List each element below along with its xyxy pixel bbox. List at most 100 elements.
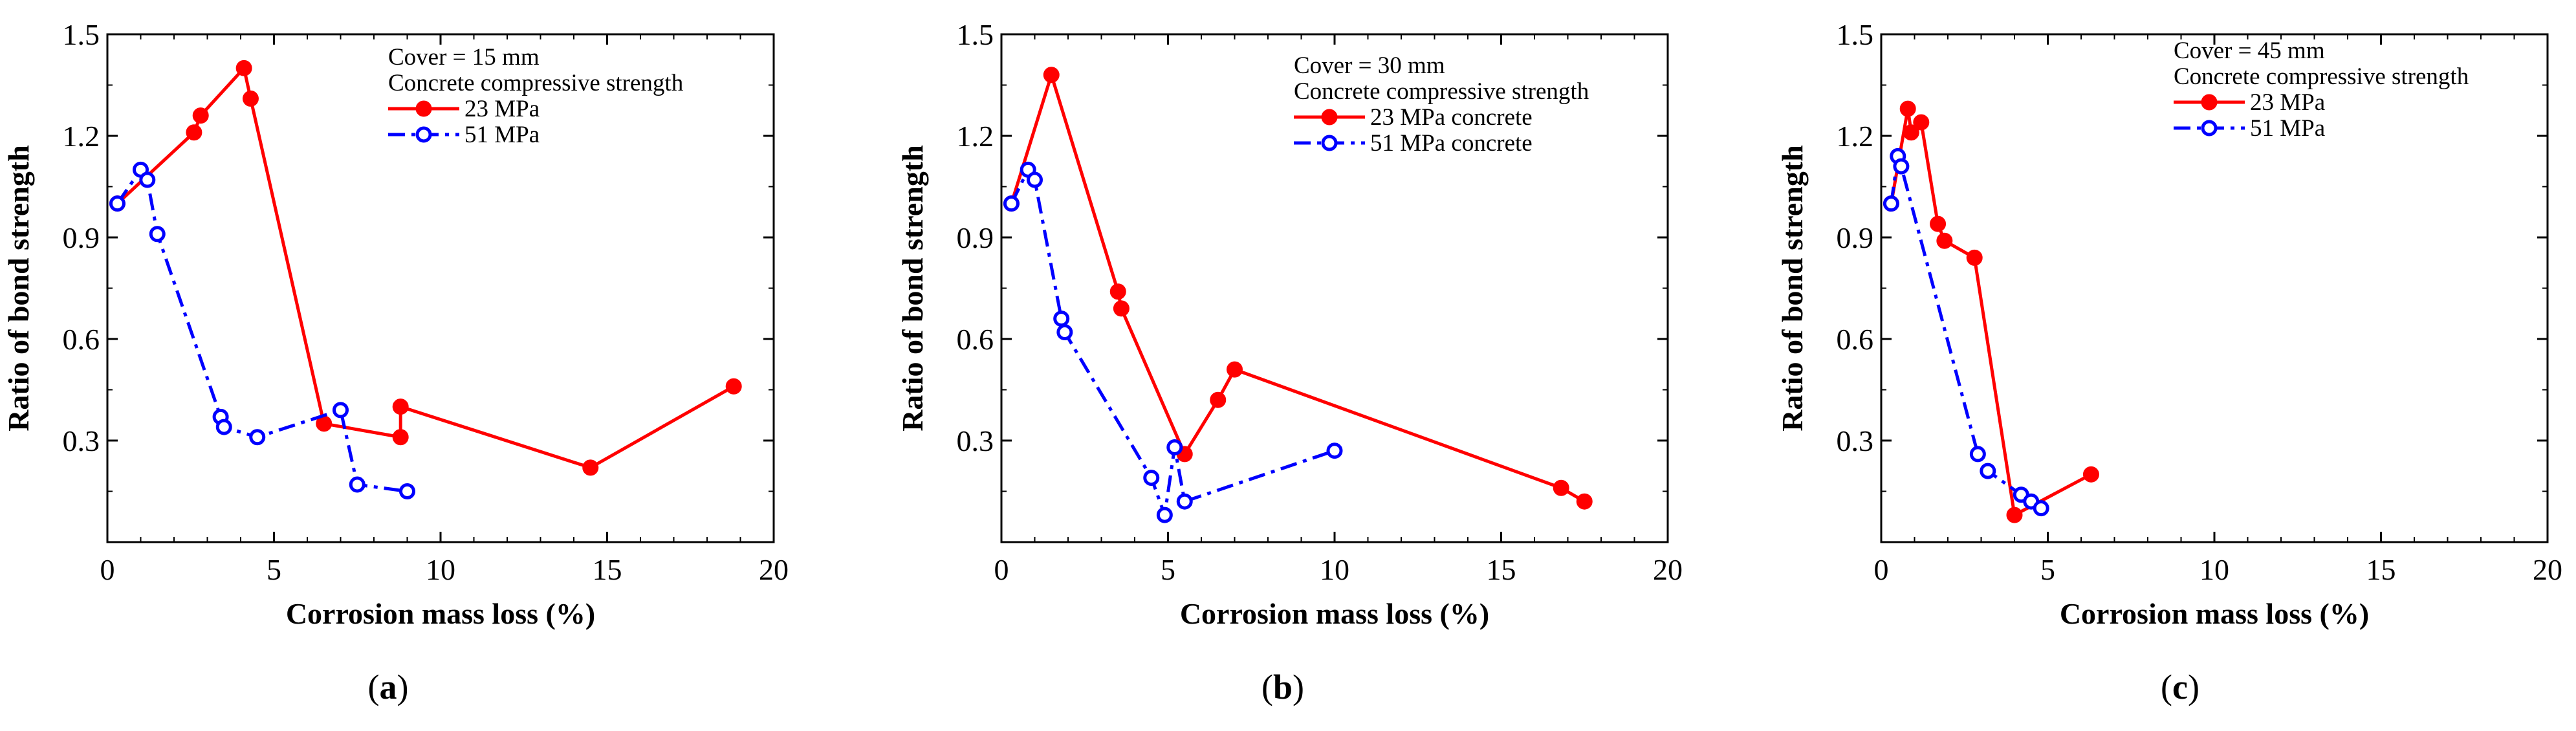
data-point [1980, 463, 1996, 479]
x-tick-label: 15 [593, 553, 622, 586]
legend-title-line: Concrete compressive strength [1294, 78, 1589, 105]
x-tick-label: 15 [2366, 553, 2396, 586]
x-axis-title: Corrosion mass loss (%) [2060, 597, 2369, 630]
y-tick-label: 1.5 [63, 18, 100, 51]
x-axis-title: Corrosion mass loss (%) [286, 597, 595, 630]
series-red [109, 60, 742, 476]
legend-marker [1321, 135, 1338, 151]
x-tick-label: 15 [1487, 553, 1516, 586]
x-axis-title: Corrosion mass loss (%) [1180, 597, 1489, 630]
legend-entry-label: 23 MPa [2250, 89, 2325, 116]
y-tick-label: 0.6 [1837, 323, 1874, 356]
x-tick-label: 5 [1161, 553, 1175, 586]
y-tick-label: 0.6 [957, 323, 994, 356]
plot-frame [1880, 33, 2549, 543]
y-tick-label: 0.6 [63, 323, 100, 356]
data-point [2006, 507, 2023, 523]
data-point [1056, 324, 1073, 341]
data-point [1899, 100, 1916, 117]
data-point [1893, 158, 1910, 175]
series-line [1889, 107, 2092, 517]
y-axis-title: Ratio of bond strength [896, 145, 929, 431]
series-blue [1883, 147, 2049, 517]
data-point [1176, 493, 1193, 510]
legend-entry-label: 51 MPa [2250, 115, 2325, 142]
data-point [139, 171, 156, 188]
x-tick-label: 10 [2199, 553, 2229, 586]
panel-label-letter: a [380, 668, 397, 706]
panel-label: (a) [368, 668, 409, 706]
legend-title-line: Concrete compressive strength [388, 70, 684, 96]
y-tick-label: 0.9 [1837, 221, 1874, 254]
panel-c: 0 5 10 15 20 0.3 0.6 0.9 1.2 1.5 Corrosion mass lo… [1776, 18, 2562, 706]
data-point [1210, 391, 1227, 408]
x-tick-label: 10 [426, 553, 455, 586]
data-point [1326, 442, 1343, 459]
y-tick-label: 1.5 [957, 18, 994, 51]
x-tick-label: 20 [1653, 553, 1683, 586]
legend-title-line: Cover = 30 mm [1294, 52, 1445, 79]
data-point [1156, 507, 1173, 523]
data-point [109, 195, 126, 212]
data-point [235, 60, 252, 76]
y-tick-label: 1.2 [957, 120, 994, 153]
panel-label: (b) [1261, 668, 1304, 706]
data-point [1903, 124, 1919, 141]
data-point [2033, 500, 2049, 517]
panel-a: 0 5 10 15 20 0.3 0.6 0.9 1.2 1.5 Corrosion mass lo… [2, 18, 789, 706]
y-axis-title: Ratio of bond strength [2, 145, 35, 431]
series-line [116, 66, 735, 470]
data-point [215, 419, 232, 435]
data-point [349, 476, 366, 493]
x-tick-label: 5 [2040, 553, 2055, 586]
data-point [392, 429, 409, 446]
data-point [1053, 311, 1070, 327]
data-point [1003, 195, 1020, 212]
x-tick-label: 20 [759, 553, 789, 586]
data-point [1913, 114, 1930, 131]
y-axis-title: Ratio of bond strength [1776, 145, 1809, 431]
data-point [1883, 195, 1899, 212]
data-point [1027, 171, 1043, 188]
data-point [1576, 493, 1593, 510]
data-point [1966, 249, 1983, 266]
x-tick-label: 20 [2533, 553, 2562, 586]
legend-marker [415, 100, 432, 117]
legend-title-line: Cover = 45 mm [2174, 38, 2325, 64]
x-tick-label: 10 [1320, 553, 1349, 586]
x-tick-label: 0 [100, 553, 115, 586]
data-point [1109, 283, 1126, 300]
plot-frame [1000, 33, 1669, 543]
y-tick-label: 0.3 [1837, 424, 1874, 457]
data-point [1113, 300, 1130, 317]
legend-marker [2201, 120, 2218, 136]
legend-marker [415, 126, 432, 143]
x-tick-label: 0 [1874, 553, 1889, 586]
y-tick-label: 1.2 [1837, 120, 1874, 153]
data-point [1936, 232, 1953, 249]
y-tick-label: 0.3 [957, 424, 994, 457]
data-point [399, 483, 415, 499]
data-point [582, 459, 599, 476]
data-point [316, 415, 333, 432]
series-red [1883, 100, 2099, 523]
series-line [1889, 154, 2042, 510]
data-point [333, 402, 349, 419]
data-point [1969, 446, 1986, 463]
y-tick-label: 0.3 [63, 424, 100, 457]
legend-title-line: Concrete compressive strength [2174, 63, 2469, 90]
legend-entry-label: 51 MPa concrete [1370, 130, 1533, 157]
data-point [242, 90, 259, 107]
legend-marker [1321, 109, 1338, 125]
series-blue [1003, 161, 1343, 523]
data-point [2082, 466, 2099, 483]
data-point [1166, 439, 1183, 455]
legend-entry-label: 23 MPa concrete [1370, 104, 1533, 131]
series-blue [109, 161, 415, 499]
y-tick-label: 1.2 [63, 120, 100, 153]
data-point [1227, 361, 1243, 378]
